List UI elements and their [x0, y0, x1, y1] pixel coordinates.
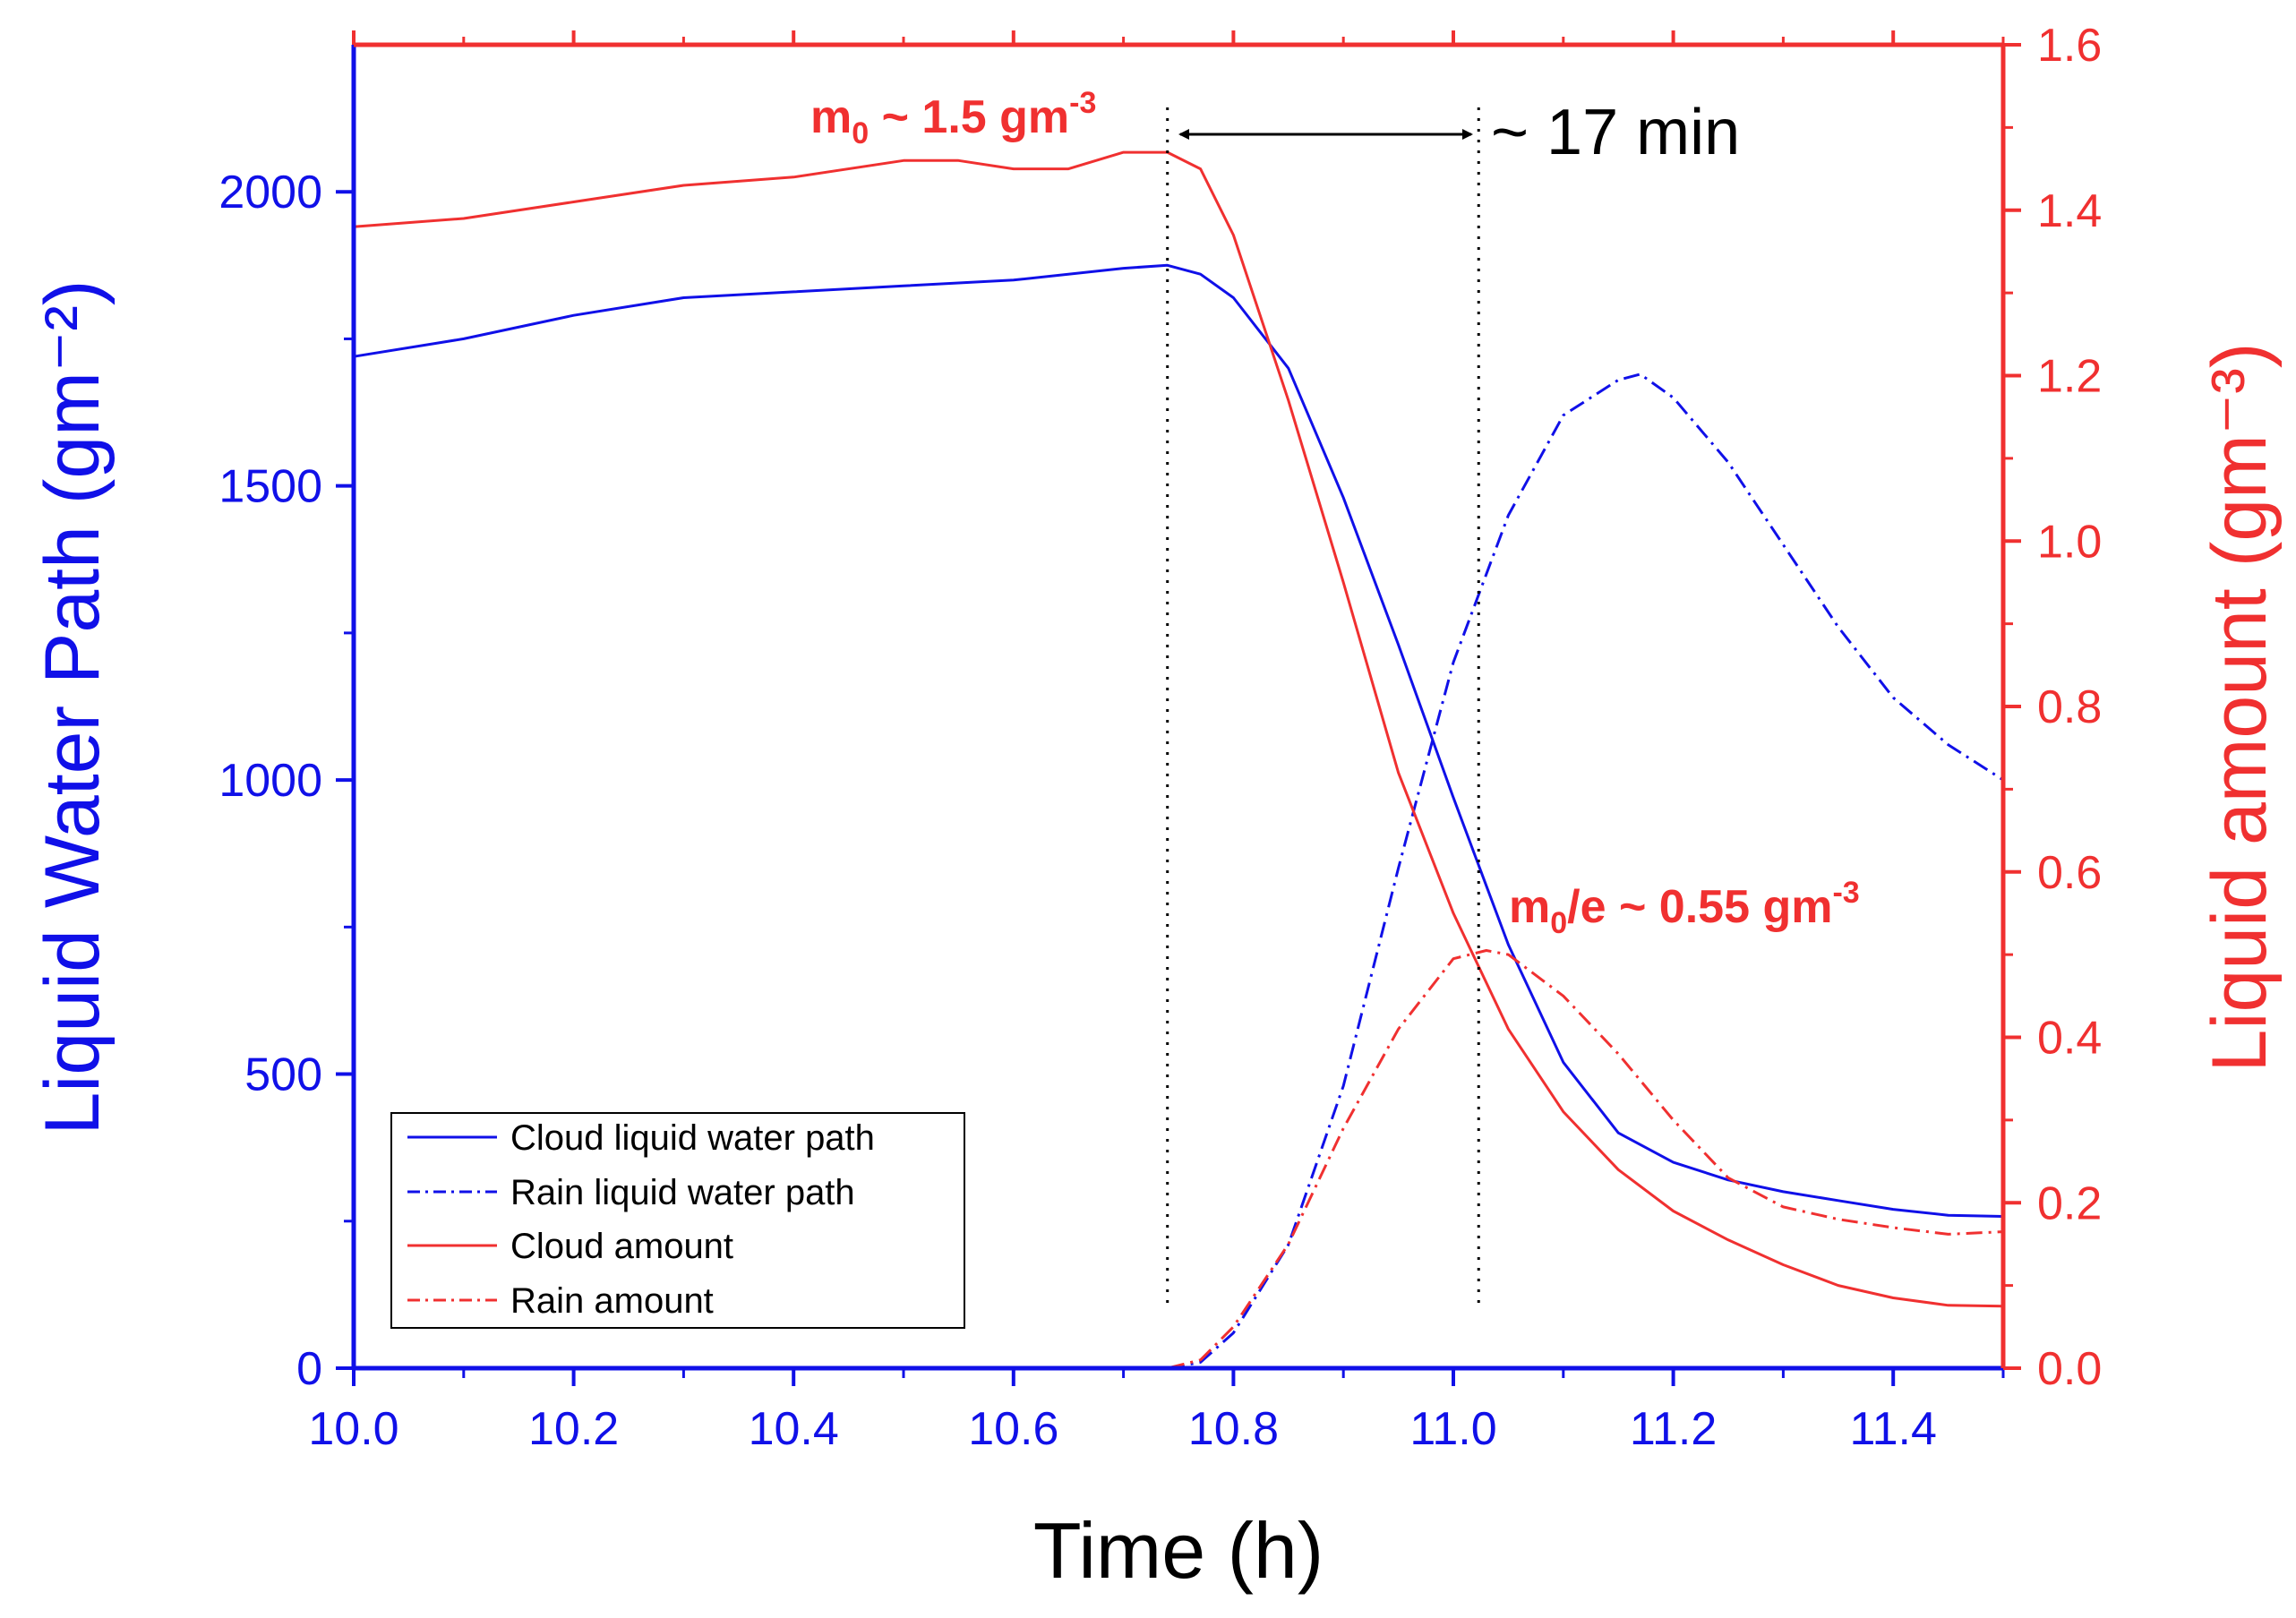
x-tick-label: 11.4: [1850, 1403, 1937, 1455]
left-axis-title: Liquid Water Path (gm⁻²): [30, 279, 116, 1134]
y-left-tick-label: 0: [296, 1343, 322, 1395]
m0-superscript: -3: [1069, 86, 1096, 120]
m0e-text: /e ~ 0.55 gm: [1567, 881, 1832, 933]
m0e-annotation: m0/e ~ 0.55 gm-3: [1509, 876, 1860, 940]
series-layer: [353, 150, 2004, 1370]
legend-label: Rain liquid water path: [510, 1173, 855, 1212]
right-axis-title: Liquid amount (gm⁻³): [2197, 343, 2283, 1073]
legend: Cloud liquid water path Rain liquid wate…: [390, 1112, 965, 1329]
y-right-tick-label: 1.0: [2037, 516, 2102, 568]
y-right-tick-label: 0.8: [2037, 681, 2102, 733]
x-tick-label: 10.0: [308, 1403, 398, 1455]
m0e-superscript: -3: [1832, 876, 1859, 910]
y-right-tick-label: 0.0: [2037, 1343, 2102, 1395]
series-line-rain-lwp: [354, 372, 2004, 1370]
y-left-tick-label: 1000: [218, 755, 322, 807]
y-right-tick-label: 1.6: [2037, 20, 2102, 72]
legend-label: Cloud amount: [510, 1227, 733, 1266]
x-axis-title: Time (h): [1033, 1506, 1324, 1595]
x-tick-label: 10.4: [749, 1403, 839, 1455]
series-line-cloud-amount: [353, 150, 2004, 1308]
legend-label: Cloud liquid water path: [510, 1118, 875, 1158]
y-right-tick-label: 1.2: [2037, 351, 2102, 403]
series-line-rain-amount: [354, 949, 2004, 1370]
x-tick-label: 11.2: [1630, 1403, 1717, 1455]
m0-annotation: m0 ~ 1.5 gm-3: [810, 86, 1096, 150]
x-tick-label: 10.8: [1188, 1403, 1279, 1455]
m0-subscript: 0: [852, 116, 869, 150]
y-left-tick-label: 2000: [218, 167, 322, 218]
m0-text: ~ 1.5 gm: [869, 91, 1069, 143]
y-left-tick-label: 500: [244, 1049, 322, 1101]
y-right-tick-label: 0.2: [2037, 1177, 2102, 1229]
m0e-prefix: m: [1509, 881, 1550, 933]
tick-layer: 10.0 10.2 10.4 10.6 10.8 11.0 11.2 11.4 0 500 1000…: [218, 20, 2102, 1455]
m0-prefix: m: [810, 91, 852, 143]
legend-box: [390, 1112, 965, 1329]
y-right-tick-label: 0.4: [2037, 1013, 2102, 1065]
y-right-tick-label: 0.6: [2037, 847, 2102, 899]
interval-label: ~ 17 min: [1491, 97, 1740, 168]
x-tick-label: 10.6: [968, 1403, 1058, 1455]
m0e-subscript: 0: [1550, 906, 1567, 940]
series-line-cloud-lwp: [353, 263, 2004, 1218]
legend-label: Rain amount: [510, 1281, 714, 1321]
y-right-tick-label: 1.4: [2037, 185, 2102, 237]
x-tick-label: 11.0: [1409, 1403, 1496, 1455]
x-tick-label: 10.2: [528, 1403, 619, 1455]
y-left-tick-label: 1500: [218, 461, 322, 513]
